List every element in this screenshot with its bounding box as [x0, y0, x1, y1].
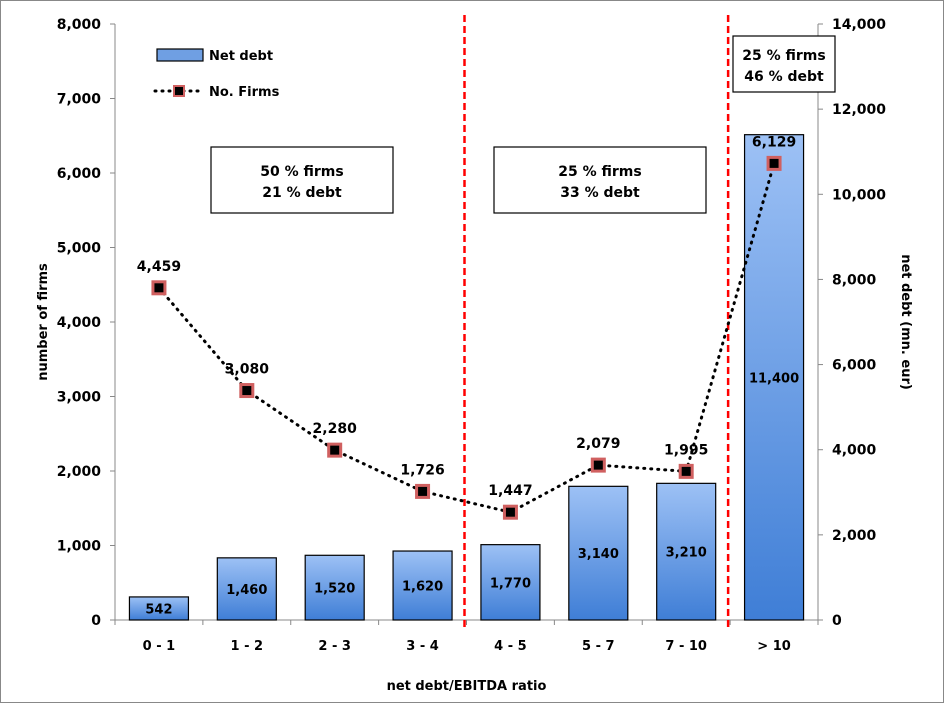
y2-tick-label: 8,000 [832, 272, 877, 288]
annotation-line2: 21 % debt [262, 185, 342, 201]
firms-marker [502, 504, 518, 520]
firms-label: 1,447 [488, 483, 532, 499]
y2-tick-label: 0 [832, 613, 842, 629]
annotation-line2: 33 % debt [560, 185, 640, 201]
firms-marker [327, 442, 343, 458]
y-tick-label: 2,000 [57, 464, 102, 480]
bar-net-debt [128, 596, 190, 621]
x-tick-label: 0 - 1 [143, 639, 176, 654]
legend-bar-swatch [156, 48, 204, 62]
firms-marker [590, 457, 606, 473]
y-tick-label: 3,000 [57, 390, 102, 406]
bar-net-debt [304, 554, 365, 621]
annotation-line1: 25 % firms [558, 164, 641, 180]
y2-tick-label: 6,000 [832, 358, 877, 374]
annotation-line1: 25 % firms [742, 48, 825, 64]
x-tick-label: 2 - 3 [318, 639, 351, 654]
firms-marker [415, 483, 431, 499]
annotation-line2: 46 % debt [744, 69, 824, 85]
y-tick-label: 5,000 [57, 241, 102, 257]
x-tick-label: > 10 [757, 639, 791, 654]
y2-tick-label: 2,000 [832, 528, 877, 544]
y-tick-label: 6,000 [57, 166, 102, 182]
firms-label: 1,995 [664, 442, 708, 458]
bar-label: 11,400 [749, 371, 799, 386]
firms-marker [151, 280, 167, 296]
bar-label: 1,770 [490, 576, 531, 591]
firms-label: 4,459 [137, 259, 181, 275]
bar-net-debt [216, 557, 277, 621]
firms-label: 2,079 [576, 436, 620, 452]
y2-tick-label: 12,000 [832, 102, 886, 118]
annotation-box [493, 146, 707, 214]
bar-net-debt [743, 134, 805, 621]
firms-marker [239, 383, 255, 399]
annotation-box [732, 35, 836, 93]
y-tick-label: 7,000 [57, 92, 102, 108]
firms-label: 1,726 [400, 462, 444, 478]
bar-net-debt [656, 482, 717, 621]
firms-label: 3,080 [225, 362, 270, 378]
legend-no-firms: No. Firms [209, 85, 280, 100]
y-tick-label: 8,000 [57, 17, 102, 33]
x-tick-label: 1 - 2 [231, 639, 264, 654]
bar-label: 3,210 [666, 546, 707, 561]
y2-tick-label: 10,000 [832, 187, 886, 203]
firms-label: 2,280 [313, 421, 358, 437]
firms-marker [766, 155, 782, 171]
y-tick-label: 4,000 [57, 315, 102, 331]
annotation-line1: 50 % firms [260, 164, 343, 180]
x-tick-label: 3 - 4 [406, 639, 439, 654]
annotation-box [210, 146, 394, 214]
y2-tick-label: 14,000 [832, 17, 886, 33]
bar-net-debt [392, 550, 453, 621]
firms-label: 6,129 [752, 134, 796, 150]
x-axis-title: net debt/EBITDA ratio [387, 679, 547, 694]
legend-marker-swatch [173, 85, 185, 97]
legend-net-debt: Net debt [209, 49, 273, 64]
bar-net-debt [480, 544, 541, 621]
y-tick-label: 1,000 [57, 539, 102, 555]
x-tick-label: 4 - 5 [494, 639, 527, 654]
y2-axis-title: net debt (mn. eur) [898, 254, 913, 390]
bar-label: 1,460 [226, 583, 267, 598]
y-axis-title: number of firms [36, 263, 51, 381]
x-tick-label: 5 - 7 [582, 639, 615, 654]
firms-marker [678, 463, 694, 479]
y2-tick-label: 4,000 [832, 443, 877, 459]
firms-line [157, 161, 776, 514]
y-tick-label: 0 [91, 613, 101, 629]
x-tick-label: 7 - 10 [665, 639, 707, 654]
bar-net-debt [568, 485, 629, 621]
bar-label: 1,520 [314, 582, 355, 597]
bar-label: 3,140 [578, 547, 619, 562]
bar-label: 1,620 [402, 580, 443, 595]
bar-label: 542 [145, 602, 172, 617]
